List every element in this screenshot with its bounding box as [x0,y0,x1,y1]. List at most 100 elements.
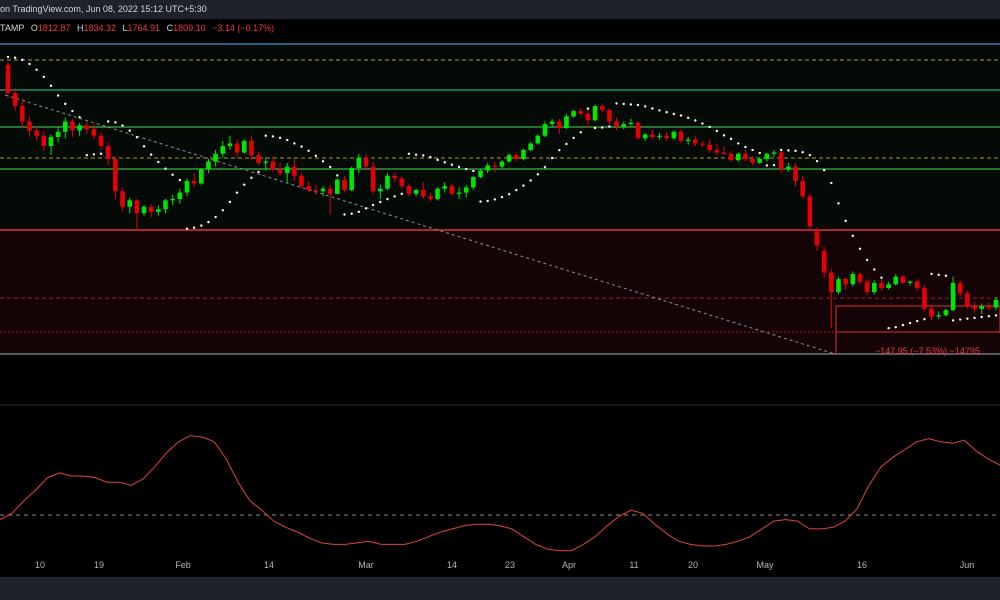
sar-dot [729,137,733,141]
candle-body [922,288,927,309]
sar-dot [830,181,833,185]
sar-dot [207,220,210,224]
candle-body [528,143,533,150]
sar-dot [221,209,224,212]
candle [206,158,211,174]
candle-body [743,153,748,159]
candle [664,131,669,141]
candle [120,187,125,212]
candle-body [993,299,999,308]
candle-body [635,122,641,139]
candle [972,302,977,313]
candle [428,192,433,202]
candle-body [349,168,354,190]
sar-dot [694,119,697,122]
sar-dot [593,126,597,130]
candle-body [571,111,576,117]
candle-body [564,116,569,128]
x-tick-label: 10 [35,560,45,570]
candle-body [485,165,490,171]
candle [306,180,311,193]
candle [936,311,942,320]
trendline-dashed[interactable] [4,94,836,355]
candle-body [263,161,269,163]
candle [957,280,963,296]
candle [320,186,326,197]
candle [91,122,97,140]
lower-zone-background [0,230,1000,354]
candle [778,149,784,174]
candle-body [62,121,68,132]
candle-body [642,134,648,139]
candle [871,280,877,295]
candle [771,149,777,157]
sar-dot [708,125,711,129]
sar-dot [149,153,153,156]
candle-body [220,146,226,154]
candle-body [735,153,741,161]
candle [721,146,727,156]
sar-dot [178,178,182,182]
sar-dot [64,102,67,106]
sar-dot [214,215,217,219]
bottom-toolbar [0,577,1000,600]
candle-body [786,166,791,170]
candle [521,148,526,161]
candle-body [256,155,261,163]
candle [678,129,684,144]
candle [886,281,891,290]
sar-dot [679,114,683,117]
sar-dot [858,247,862,250]
candle-body [213,153,218,162]
candle-body [471,177,476,188]
x-tick-label: 16 [857,560,867,570]
candle-body [420,189,426,197]
candle-body [377,188,383,192]
candle-body [721,152,727,154]
candle [105,142,111,166]
candle-body [392,175,397,179]
candle-body [514,155,519,159]
sar-dot [908,321,912,325]
candle-body [549,121,555,125]
candle [227,135,233,150]
candle-body [957,282,963,294]
ohlc-legend: TAMP O1812.87 H1834.32 L1764.91 C1809.10… [0,21,278,35]
sar-dot [307,149,310,152]
sar-dot [142,145,146,148]
sar-dot [923,318,926,321]
candle-body [456,192,462,194]
candle-body [313,189,319,192]
candle-body [778,152,784,170]
close-label: C [166,23,174,33]
sar-dot [765,164,769,167]
candle-body [270,161,276,170]
candle-body [292,166,297,176]
candle-body [34,130,39,136]
candle [406,183,412,197]
candle [585,109,591,128]
candle-body [914,281,920,289]
sar-dot [185,227,189,230]
sar-dot [672,112,676,116]
candle-body [84,125,90,130]
candle [714,143,720,156]
candle-body [678,131,684,141]
x-tick-label: 23 [505,560,515,570]
candle [829,268,834,329]
candle [55,126,61,143]
candle-body [20,106,25,122]
candle [965,290,970,309]
candle-body [41,135,47,147]
symbol-label[interactable]: TAMP [0,23,25,33]
candle-body [428,196,433,199]
candle [420,182,426,199]
candle-body [843,279,848,285]
candle-body [156,209,161,212]
sar-dot [507,192,511,196]
x-tick-label: Apr [562,560,576,570]
sar-dot [636,103,640,107]
candle-body [943,310,949,316]
price-chart[interactable]: −147.95 (−7.53%) −14795 10 19 Feb 14 Mar 14 23… [0,0,1000,577]
candle-body [764,153,770,159]
